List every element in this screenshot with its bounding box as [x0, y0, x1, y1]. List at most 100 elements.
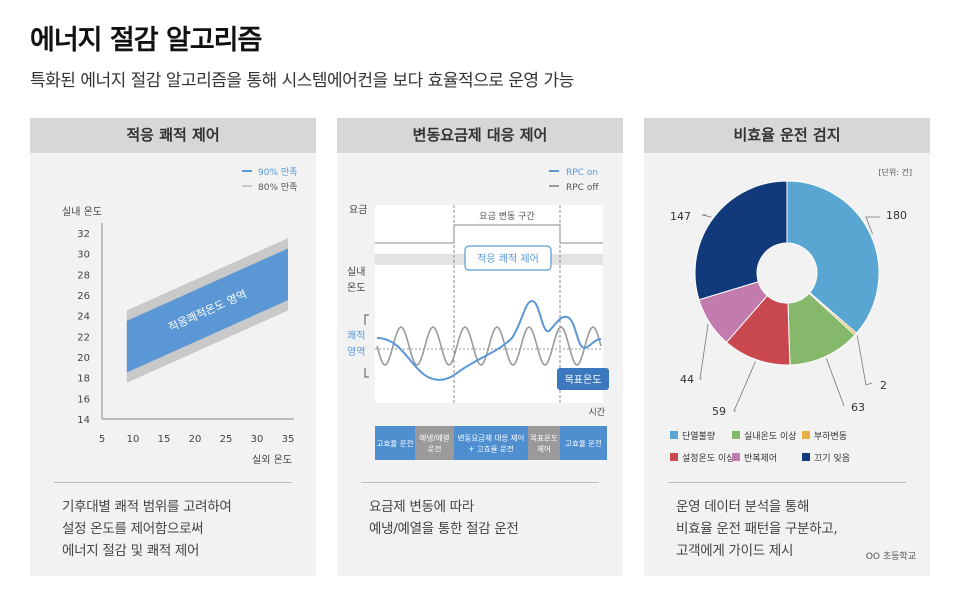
legend-swatch: [732, 453, 740, 461]
divider: [54, 482, 292, 483]
legend-label: 단열불량: [682, 430, 715, 442]
stage-box: [375, 426, 415, 460]
rpc-on-line: [376, 299, 602, 381]
page-subtitle: 특화된 에너지 절감 알고리즘을 통해 시스템에어컨을 보다 효율적으로 운영 …: [30, 71, 574, 91]
inefficiency-pie-chart: [단위: 건] 180 2 63 59 44 147 단열불량 실내온도 이상 부하변동설정온도 …: [670, 167, 912, 464]
y-tick-label: 20: [77, 353, 90, 364]
y-label-price: 요금: [349, 204, 367, 216]
legend-label: 80% 만족: [258, 182, 297, 193]
price-period-label: 요금 변동 구간: [479, 211, 534, 222]
y-label-indoor: 실내: [347, 266, 365, 278]
pie-slice: [694, 180, 788, 301]
stage-label: + 고효율 운전: [468, 444, 514, 454]
slice-value-label: 59: [712, 405, 726, 418]
y-tick-label: 18: [77, 374, 90, 385]
x-tick-label: 30: [251, 434, 264, 445]
stage-box: [560, 426, 607, 460]
desc-line: 에너지 절감 및 쾌적 제어: [62, 543, 200, 559]
leader-line: [825, 358, 845, 407]
stage-label: 예냉/예열: [419, 433, 449, 443]
desc-line: 기후대별 쾌적 범위를 고려하여: [62, 499, 232, 515]
stage-box: [528, 426, 560, 460]
x-tick-label: 25: [220, 434, 233, 445]
y-label-comfort: 영역: [347, 346, 365, 358]
leader-line: [856, 335, 873, 386]
legend-swatch: [802, 431, 810, 439]
stage-label: 제어: [537, 444, 551, 454]
legend-label: 90% 만족: [258, 167, 297, 178]
x-tick-label: 5: [99, 434, 105, 445]
x-axis-label: 시간: [588, 407, 605, 418]
x-tick-label: 10: [127, 434, 140, 445]
y-tick-label: 22: [77, 332, 90, 343]
leader-line: [699, 324, 709, 380]
target-label-box: [557, 368, 609, 390]
legend-swatch: [802, 453, 810, 461]
y-tick-label: 32: [77, 229, 90, 240]
panel-heading: 변동요금제 대응 제어: [337, 118, 623, 153]
legend-swatch: [732, 431, 740, 439]
panel-description: 기후대별 쾌적 범위를 고려하여 설정 온도를 제어함으로써 에너지 절감 및 …: [62, 496, 232, 562]
panel-heading: 적응 쾌적 제어: [30, 118, 316, 153]
legend-label: RPC on: [566, 168, 598, 178]
stage-label: 고효율 운전: [377, 438, 414, 448]
x-axis-label: 실외 온도: [252, 454, 292, 466]
legend-label: 실내온도 이상: [744, 431, 797, 442]
comfort-band-90: [126, 248, 288, 373]
stage-label: 운전: [428, 444, 442, 454]
legend-label: 끄기 잊음: [814, 452, 850, 464]
panel-inefficiency-detection: 비효율 운전 검지 [단위: 건] 180 2 63 59 44 147 단열불량 실내온도 이…: [644, 118, 930, 576]
stage-box: [415, 426, 454, 460]
desc-line: 고객에게 가이드 제시: [676, 543, 794, 559]
leader-line: [865, 216, 880, 235]
slice-value-label: 63: [851, 401, 865, 414]
panel-heading: 비효율 운전 검지: [644, 118, 930, 153]
slice-value-label: 180: [886, 209, 907, 222]
stage-box: [454, 426, 528, 460]
pie-slice: [786, 180, 880, 334]
leader-line: [733, 361, 756, 412]
y-axis-label: 실내 온도: [62, 206, 102, 218]
y-tick-label: 24: [77, 312, 90, 323]
legend-swatch: [670, 453, 678, 461]
legend-label: 부하변동: [814, 431, 847, 442]
x-tick-label: 20: [189, 434, 202, 445]
y-tick-label: 14: [77, 415, 90, 426]
page-title: 에너지 절감 알고리즘: [30, 25, 262, 56]
stage-label: 목표온도: [530, 434, 558, 443]
stage-label: 변동요금제 대응 제어: [458, 433, 525, 443]
panel-description: 요금제 변동에 따라 예냉/예열을 통한 절감 운전: [369, 496, 519, 540]
legend-label: 설정온도 이상: [682, 453, 735, 464]
stage-label: 고효율 운전: [565, 438, 602, 448]
legend-label: RPC off: [566, 183, 599, 193]
footnote: OO 초등학교: [865, 552, 916, 562]
legend-label: 반복제어: [744, 453, 777, 464]
rpc-off-line: [376, 326, 602, 366]
slice-value-label: 44: [680, 373, 694, 386]
desc-line: 설정 온도를 제어함으로써: [62, 521, 204, 537]
leader-line: [701, 214, 712, 218]
desc-line: 비효율 운전 패턴을 구분하고,: [676, 521, 838, 537]
price-period-region: [454, 205, 560, 403]
legend-swatch: [670, 431, 678, 439]
y-tick-label: 28: [77, 270, 90, 281]
target-label: 목표온도: [565, 374, 602, 386]
desc-line: 운영 데이터 분석을 통해: [676, 499, 810, 515]
panel-description: 운영 데이터 분석을 통해 비효율 운전 패턴을 구분하고, 고객에게 가이드 …: [676, 496, 838, 562]
x-tick-label: 35: [282, 434, 295, 445]
bracket: [364, 314, 369, 325]
comfort-label-box: [464, 245, 552, 271]
unit-label: [단위: 건]: [878, 167, 912, 177]
y-tick-label: 26: [77, 291, 90, 302]
desc-line: 요금제 변동에 따라: [369, 499, 474, 515]
slice-value-label: 147: [670, 210, 691, 223]
y-label-indoor: 온도: [347, 282, 365, 294]
y-label-comfort: 쾌적: [347, 330, 365, 342]
divider: [361, 482, 599, 483]
desc-line: 예냉/예열을 통한 절감 운전: [369, 521, 519, 537]
x-tick-label: 15: [158, 434, 171, 445]
panel-adaptive-comfort: 적응 쾌적 제어 90% 만족 80% 만족 실내 온도 실외 온도 적응쾌적온도 영역…: [30, 118, 316, 576]
y-tick-label: 30: [77, 250, 90, 261]
price-line: [375, 224, 603, 244]
